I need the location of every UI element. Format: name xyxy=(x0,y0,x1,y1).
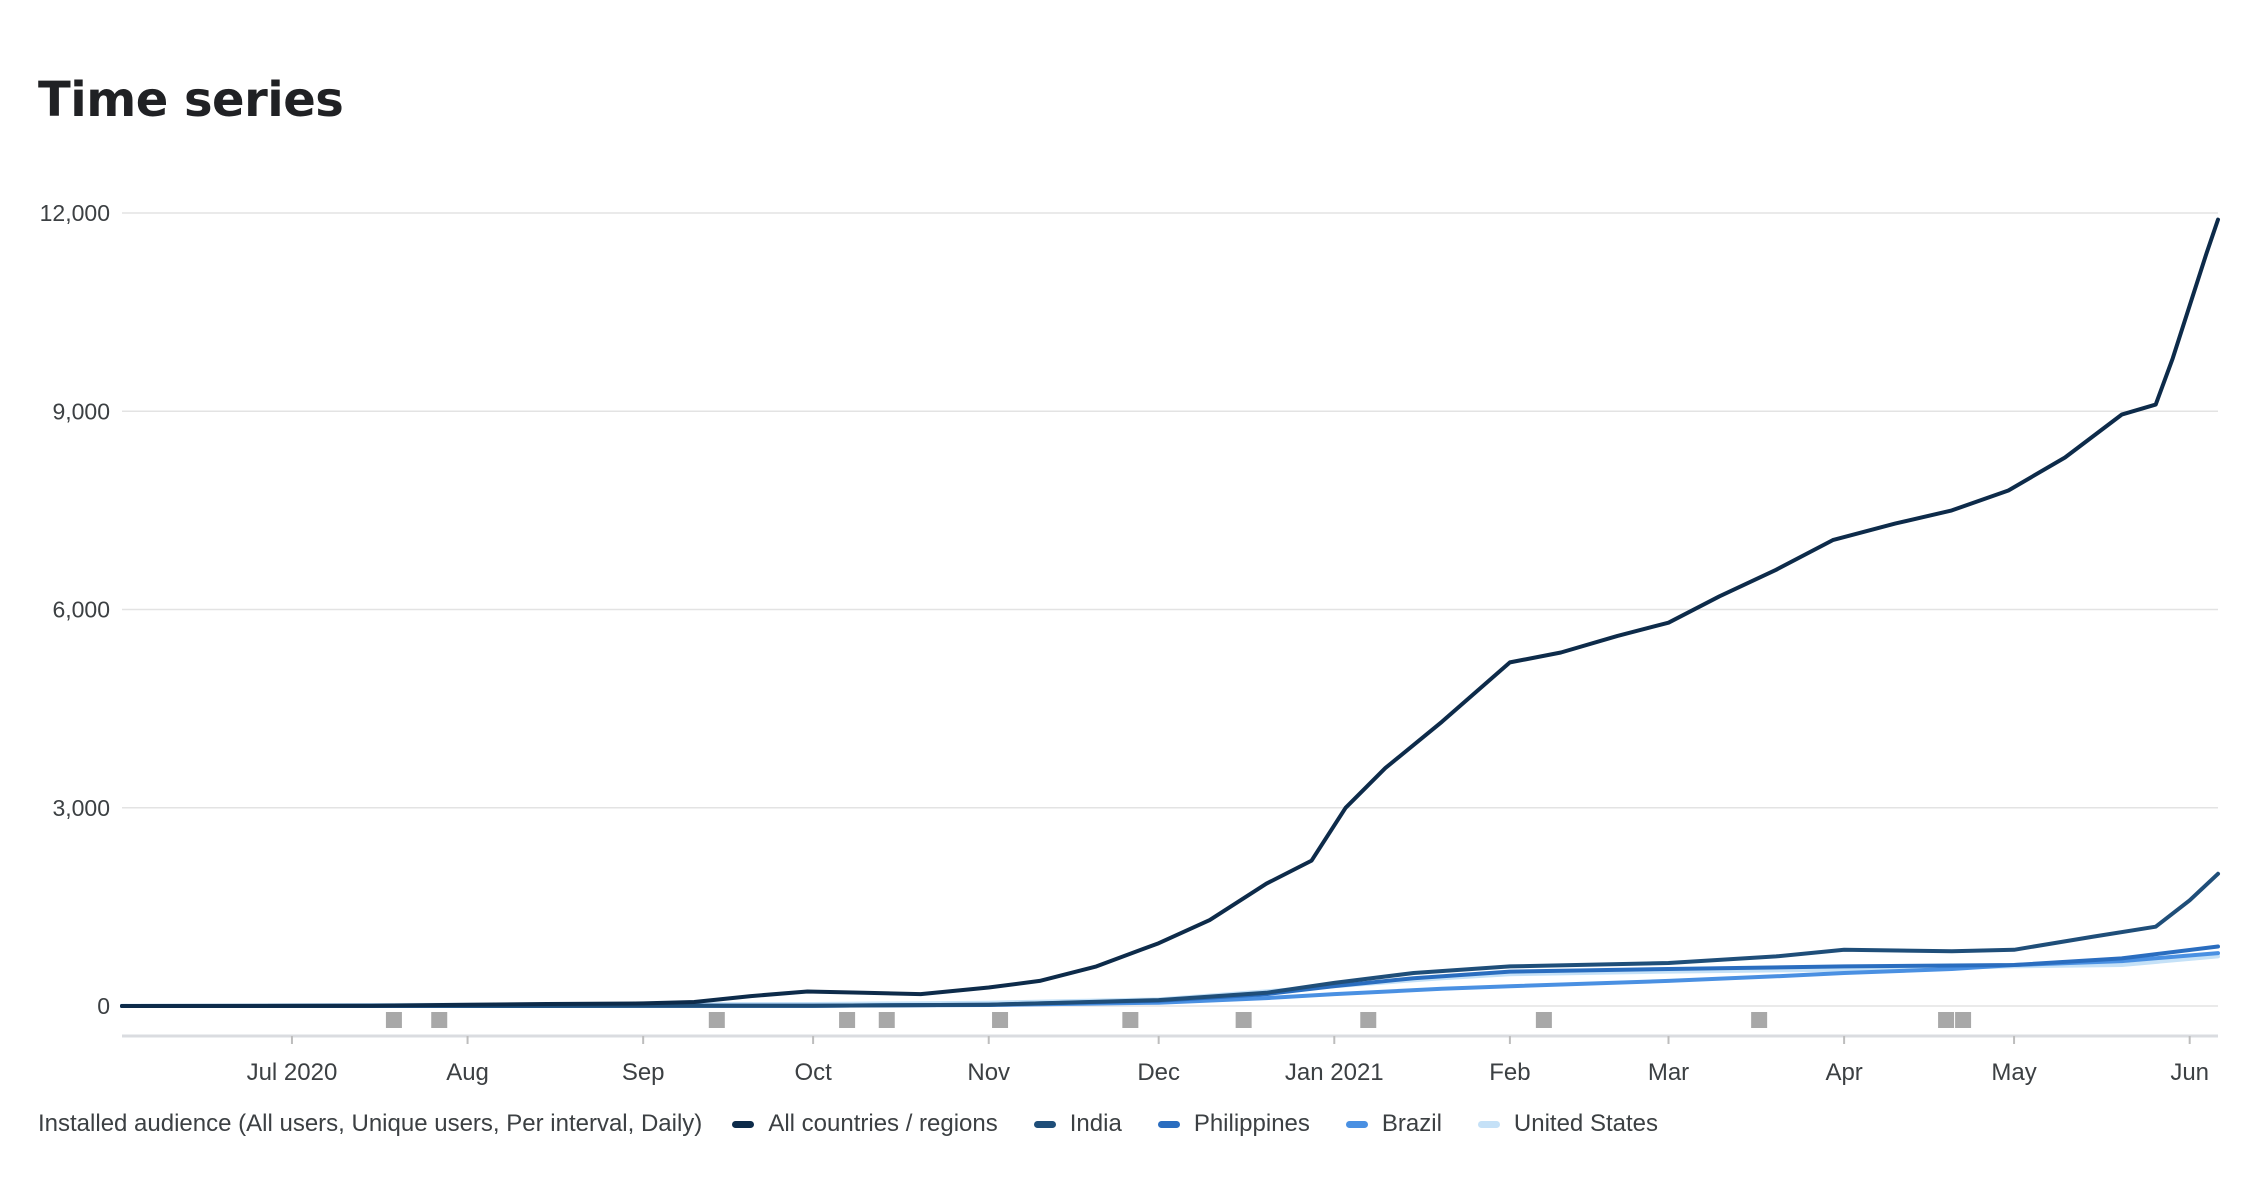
legend-label: Brazil xyxy=(1381,1110,1442,1137)
x-tick-label: Mar xyxy=(1648,1059,1689,1086)
annotation-marker[interactable] xyxy=(1751,1012,1768,1028)
legend: Installed audience (All users, Unique us… xyxy=(38,1110,1694,1138)
annotation-marker[interactable] xyxy=(431,1012,448,1028)
legend-swatch xyxy=(1033,1120,1056,1128)
y-tick-label: 9,000 xyxy=(52,398,110,424)
legend-item[interactable]: United States xyxy=(1477,1110,1658,1138)
annotation-marker[interactable] xyxy=(1360,1012,1377,1028)
annotation-marker[interactable] xyxy=(878,1012,895,1028)
legend-label: United States xyxy=(1513,1110,1658,1137)
y-tick-label: 12,000 xyxy=(40,200,110,226)
x-tick-label: May xyxy=(1991,1059,2036,1086)
x-tick-label: Apr xyxy=(1825,1059,1862,1086)
legend-item[interactable]: India xyxy=(1033,1110,1122,1138)
x-tick-label: Sep xyxy=(622,1059,665,1086)
annotation-marker[interactable] xyxy=(1955,1012,1972,1028)
annotation-marker[interactable] xyxy=(1122,1012,1139,1028)
x-tick-label: Jan 2021 xyxy=(1285,1059,1384,1086)
legend-metric-label: Installed audience (All users, Unique us… xyxy=(38,1110,703,1137)
legend-label: India xyxy=(1069,1110,1122,1137)
legend-item[interactable]: All countries / regions xyxy=(732,1110,998,1138)
annotation-marker[interactable] xyxy=(839,1012,856,1028)
legend-item[interactable]: Philippines xyxy=(1157,1110,1310,1138)
annotation-marker[interactable] xyxy=(708,1012,725,1028)
y-tick-label: 6,000 xyxy=(52,597,110,623)
legend-swatch xyxy=(1157,1120,1180,1128)
y-tick-label: 3,000 xyxy=(52,795,110,821)
y-axis-ticks: 0 3,000 6,000 9,000 12,000 xyxy=(40,200,110,1019)
y-tick-label: 0 xyxy=(97,993,110,1019)
x-tick-label: Feb xyxy=(1489,1059,1530,1086)
annotation-marker[interactable] xyxy=(1235,1012,1252,1028)
legend-label: Philippines xyxy=(1193,1110,1310,1137)
time-series-chart: 0 3,000 6,000 9,000 12,000 Jul 2020 Aug Sep Oct… xyxy=(40,200,2220,1086)
annotation-marker[interactable] xyxy=(1535,1012,1552,1028)
annotation-marker[interactable] xyxy=(385,1012,402,1028)
x-tick-label: Oct xyxy=(794,1059,832,1086)
legend-item[interactable]: Brazil xyxy=(1345,1110,1442,1138)
annotation-marker[interactable] xyxy=(992,1012,1009,1028)
chart-title: Time series xyxy=(38,72,344,128)
annotation-marker[interactable] xyxy=(1938,1012,1955,1028)
x-tick-label: Aug xyxy=(446,1059,489,1086)
series-lines xyxy=(120,217,2220,1008)
legend-swatch xyxy=(1477,1120,1500,1128)
x-axis: Jul 2020 Aug Sep Oct Nov Dec Jan 2021 Feb Mar Apr… xyxy=(122,1034,2218,1086)
x-tick-label: Jul 2020 xyxy=(247,1059,338,1086)
x-tick-label: Nov xyxy=(967,1059,1010,1086)
legend-swatch xyxy=(1345,1120,1368,1128)
series-line xyxy=(120,217,2220,1008)
legend-swatch xyxy=(732,1120,755,1128)
annotation-markers xyxy=(385,1012,1972,1028)
x-tick-label: Jun xyxy=(2170,1059,2209,1086)
legend-label: All countries / regions xyxy=(768,1110,998,1137)
gridlines xyxy=(122,212,2218,1007)
legend-items: All countries / regions India Philippines B… xyxy=(732,1110,1694,1138)
x-tick-label: Dec xyxy=(1137,1059,1180,1086)
series-line xyxy=(120,871,2220,1008)
